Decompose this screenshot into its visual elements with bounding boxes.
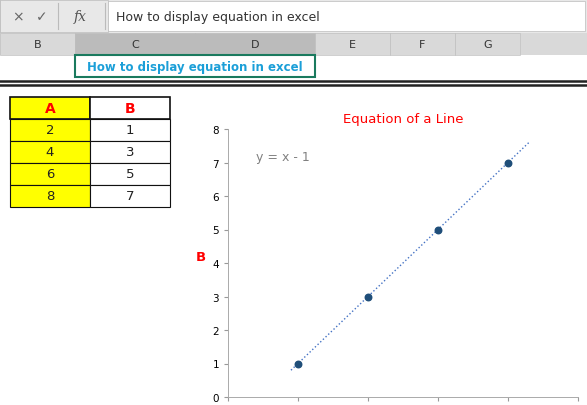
Bar bbox=[108, 2, 585, 32]
Point bbox=[294, 360, 303, 367]
Bar bbox=[75, 56, 315, 78]
Text: ✓: ✓ bbox=[36, 10, 48, 24]
Text: 1: 1 bbox=[126, 124, 134, 137]
Point bbox=[433, 227, 443, 233]
Text: 2: 2 bbox=[46, 124, 54, 137]
Text: 8: 8 bbox=[46, 190, 54, 203]
Bar bbox=[10, 98, 90, 120]
Bar bbox=[90, 142, 170, 164]
Y-axis label: B: B bbox=[196, 250, 206, 263]
Bar bbox=[0, 1, 108, 33]
Bar bbox=[90, 185, 170, 207]
Text: 4: 4 bbox=[46, 146, 54, 159]
Text: A: A bbox=[45, 102, 55, 116]
Text: 7: 7 bbox=[126, 190, 134, 203]
Bar bbox=[0, 56, 587, 405]
Bar bbox=[10, 185, 90, 207]
Bar bbox=[455, 34, 520, 56]
Bar bbox=[0, 0, 587, 34]
Text: How to display equation in excel: How to display equation in excel bbox=[116, 11, 320, 23]
Point bbox=[363, 294, 373, 300]
Point bbox=[503, 160, 512, 166]
Text: C: C bbox=[131, 40, 139, 50]
Bar bbox=[10, 164, 90, 185]
Bar bbox=[90, 98, 170, 120]
Text: 3: 3 bbox=[126, 146, 134, 159]
Bar bbox=[315, 34, 390, 56]
Bar bbox=[0, 34, 587, 56]
Text: y = x - 1: y = x - 1 bbox=[256, 151, 310, 164]
Text: F: F bbox=[419, 40, 426, 50]
Title: Equation of a Line: Equation of a Line bbox=[343, 113, 463, 126]
Bar bbox=[0, 34, 75, 56]
Bar bbox=[390, 34, 455, 56]
Text: G: G bbox=[483, 40, 492, 50]
Bar bbox=[90, 164, 170, 185]
Text: E: E bbox=[349, 40, 356, 50]
Text: D: D bbox=[251, 40, 259, 50]
Text: 6: 6 bbox=[46, 168, 54, 181]
Bar bbox=[195, 34, 315, 56]
Text: How to display equation in excel: How to display equation in excel bbox=[87, 60, 303, 73]
Text: B: B bbox=[124, 102, 136, 116]
Bar bbox=[90, 120, 170, 142]
Text: ×: × bbox=[12, 10, 24, 24]
Bar bbox=[10, 142, 90, 164]
Bar bbox=[75, 34, 195, 56]
Text: fx: fx bbox=[73, 10, 86, 24]
Text: B: B bbox=[33, 40, 41, 50]
Text: 5: 5 bbox=[126, 168, 134, 181]
Bar bbox=[10, 120, 90, 142]
